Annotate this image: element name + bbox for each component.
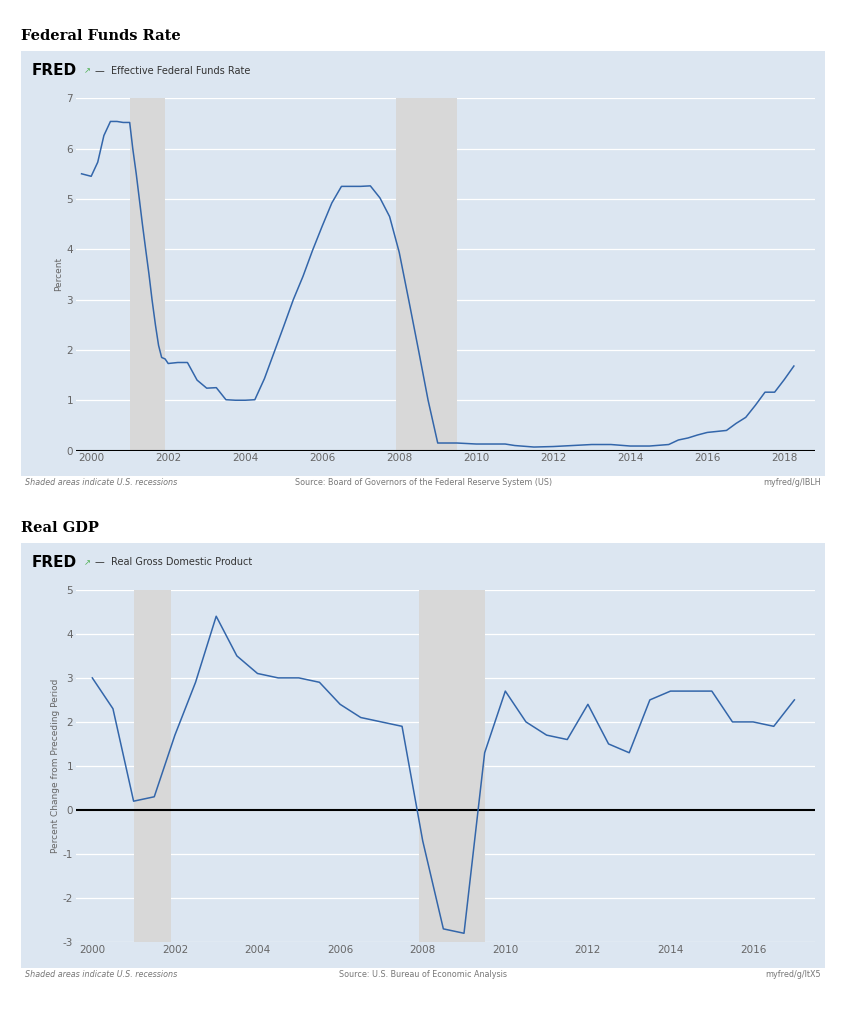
Bar [134,590,171,942]
Text: —  Real Gross Domestic Product: — Real Gross Domestic Product [95,557,253,567]
Text: Federal Funds Rate: Federal Funds Rate [21,29,181,43]
Text: myfred/g/IBLH: myfred/g/IBLH [764,478,821,487]
Bar [130,98,165,451]
Text: ↗: ↗ [84,67,91,75]
Text: Shaded areas indicate U.S. recessions: Shaded areas indicate U.S. recessions [25,478,178,487]
Y-axis label: Percent Change from Preceding Period: Percent Change from Preceding Period [51,679,60,853]
Y-axis label: Percent: Percent [55,257,64,292]
Text: FRED: FRED [31,63,77,78]
Text: Shaded areas indicate U.S. recessions: Shaded areas indicate U.S. recessions [25,970,178,979]
Bar [418,590,485,942]
Text: ↗: ↗ [84,558,91,566]
Text: Source: Board of Governors of the Federal Reserve System (US): Source: Board of Governors of the Federa… [295,478,552,487]
Text: —  Effective Federal Funds Rate: — Effective Federal Funds Rate [95,66,251,76]
Text: Real GDP: Real GDP [21,520,99,535]
Bar [396,98,457,451]
Text: myfred/g/ItX5: myfred/g/ItX5 [765,970,821,979]
Text: FRED: FRED [31,555,77,569]
Text: Source: U.S. Bureau of Economic Analysis: Source: U.S. Bureau of Economic Analysis [339,970,507,979]
